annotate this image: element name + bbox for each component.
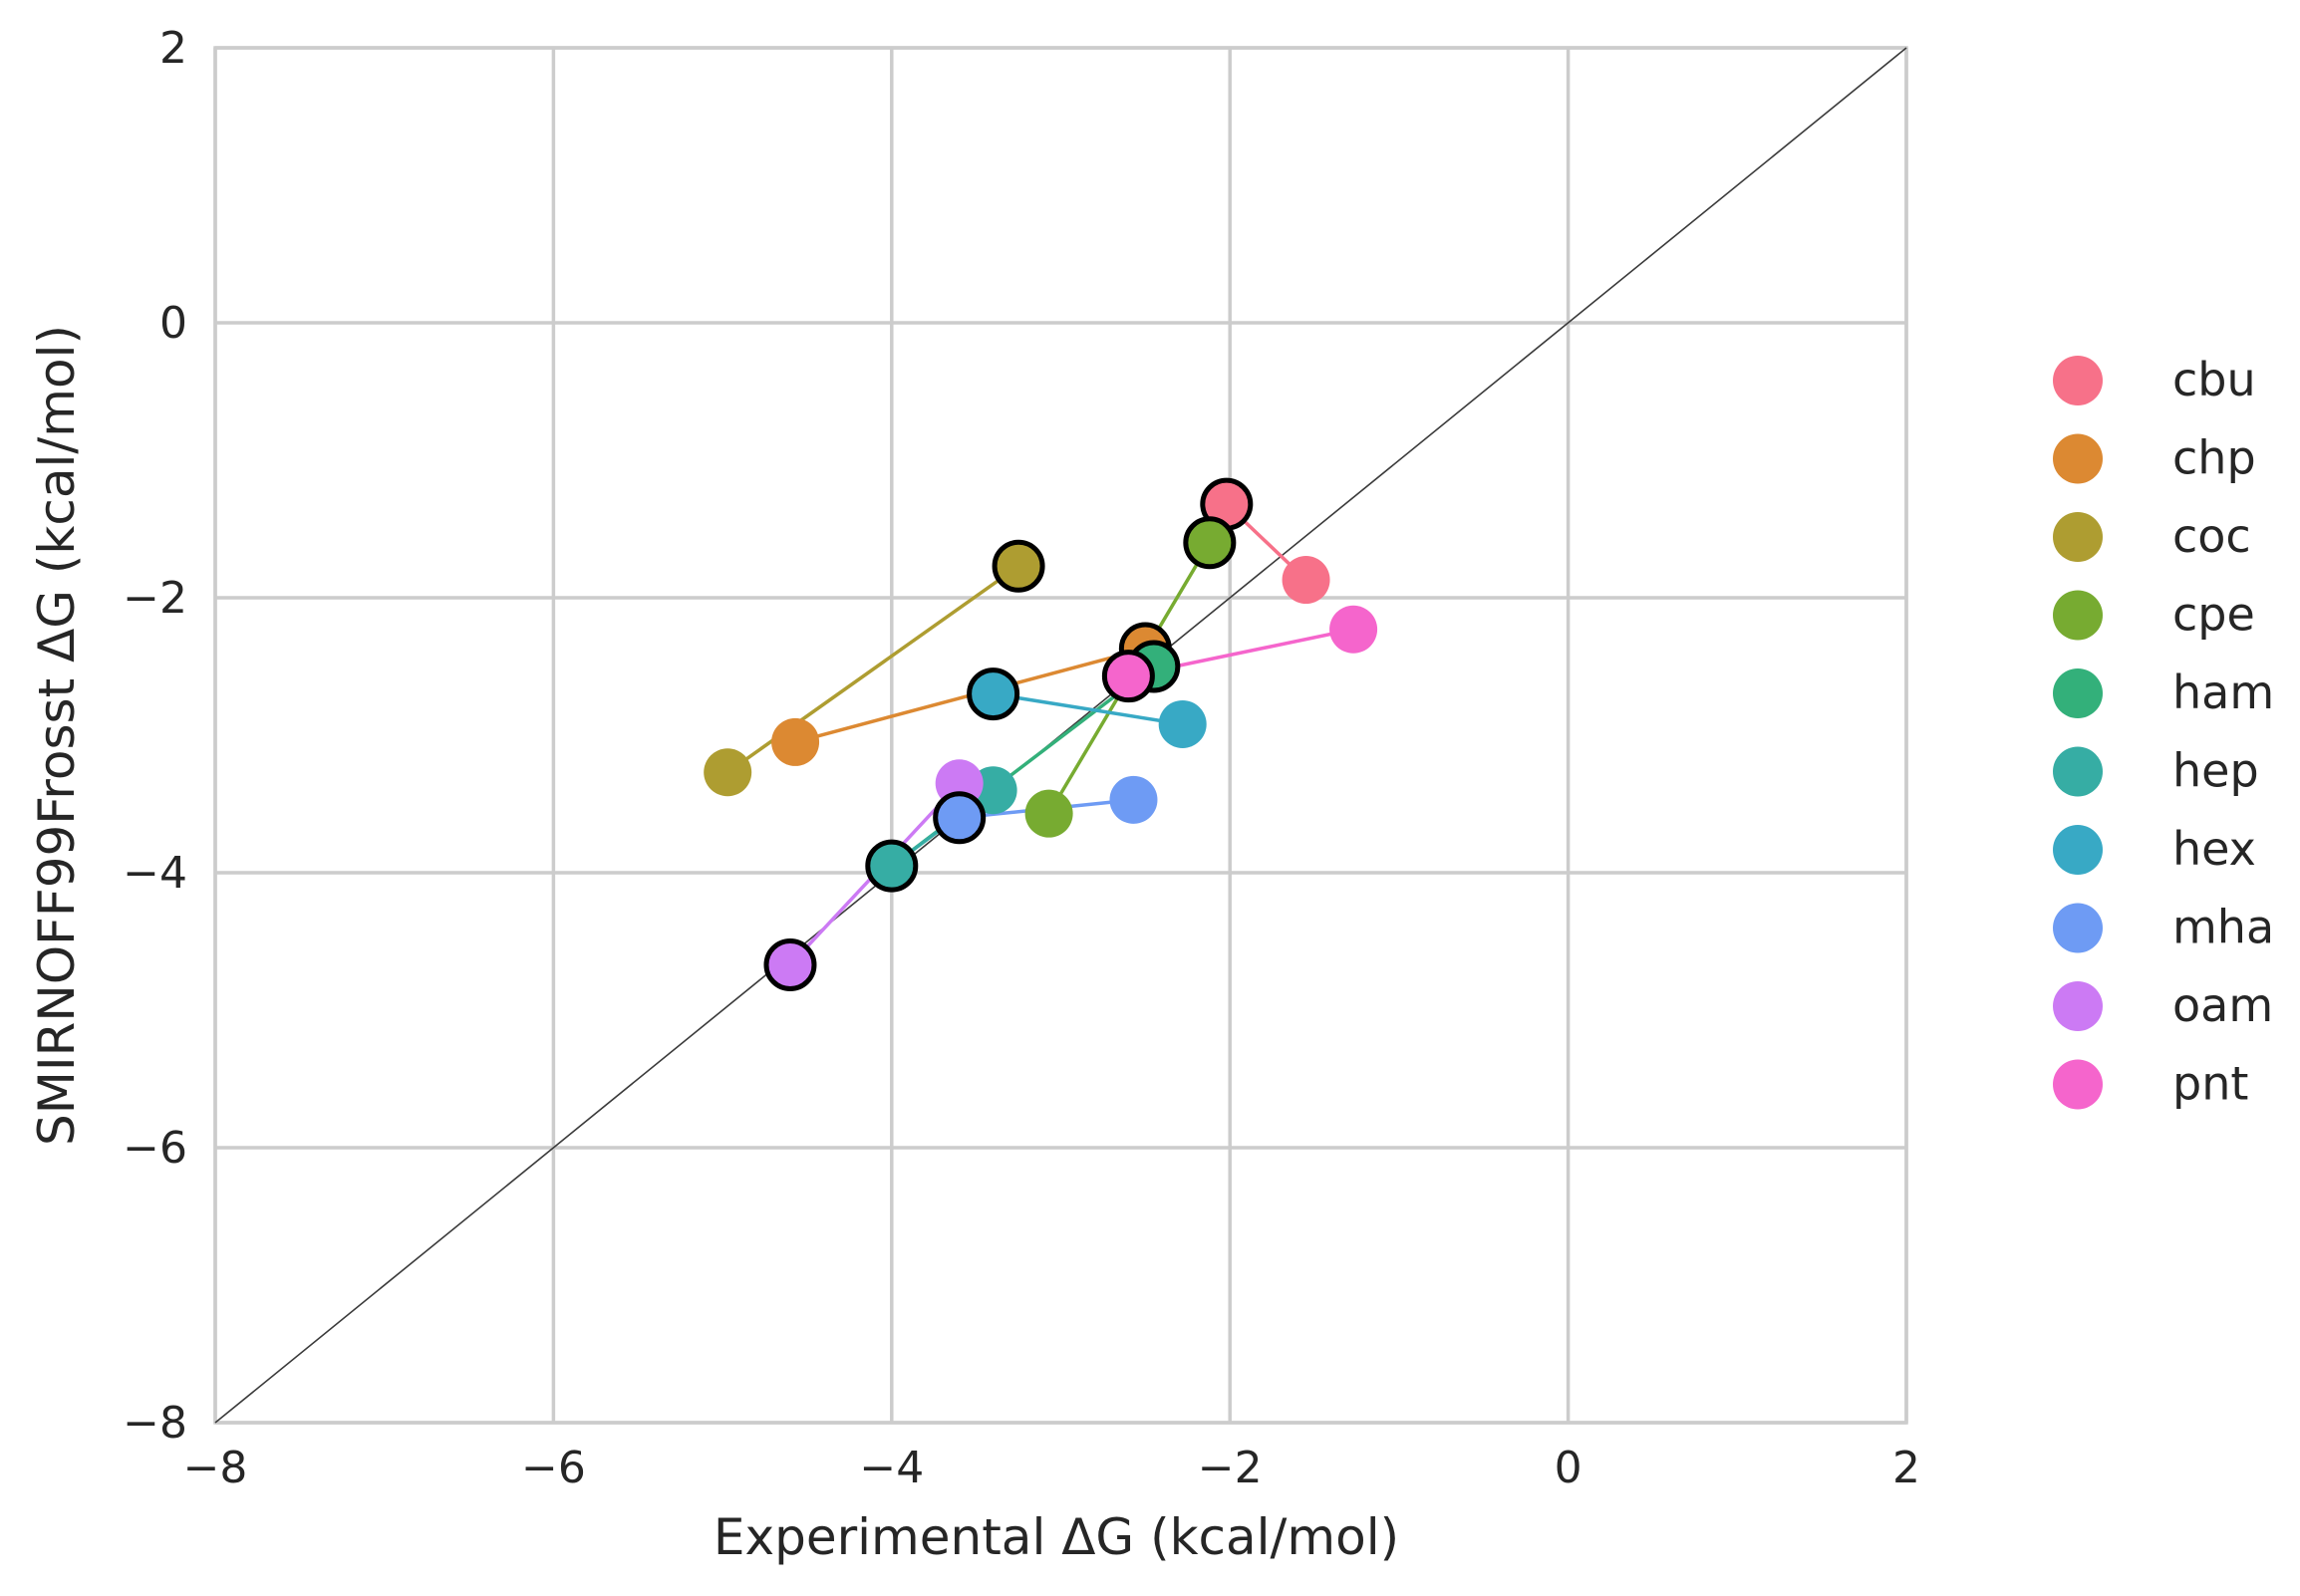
plot-border: [213, 46, 1908, 1425]
hub-point-coc: [992, 539, 1045, 593]
hub-point-oam: [763, 937, 817, 991]
legend-label-cpe: cpe: [2172, 588, 2255, 642]
y-tick-label: −2: [123, 573, 187, 624]
legend-label-pnt: pnt: [2172, 1057, 2248, 1111]
x-tick-label: 0: [1555, 1443, 1582, 1493]
legend-marker-hex: [2053, 825, 2103, 875]
tick-labels: −8 −6 −4 −2 0 2 −8 −6 −4 −2 0 2: [123, 23, 1920, 1493]
hub-point-pnt: [1101, 650, 1155, 703]
legend-label-hex: hex: [2172, 822, 2256, 876]
legend-label-cbu: cbu: [2172, 353, 2256, 406]
legend-marker-chp: [2053, 433, 2103, 484]
legend-marker-cbu: [2053, 356, 2103, 405]
hub-point-hex: [967, 667, 1020, 721]
point-coc: [704, 748, 752, 797]
y-tick-label: 0: [159, 298, 187, 349]
series-link-hex: [993, 691, 1183, 726]
legend-marker-pnt: [2053, 1059, 2103, 1110]
legend-label-oam: oam: [2172, 978, 2273, 1032]
legend-marker-coc: [2053, 512, 2103, 562]
x-tick-label: −2: [1198, 1443, 1263, 1493]
legend-marker-ham: [2053, 668, 2103, 718]
y-tick-label: 2: [159, 23, 187, 74]
y-tick-label: −6: [123, 1123, 187, 1174]
x-tick-label: −4: [859, 1443, 924, 1493]
legend-marker-hep: [2053, 746, 2103, 797]
legend-label-ham: ham: [2172, 665, 2274, 719]
hub-point-mha: [933, 791, 987, 845]
series-layer: [704, 477, 1378, 991]
legend-label-chp: chp: [2172, 431, 2256, 485]
x-tick-label: −8: [183, 1443, 248, 1493]
plot-frame: [213, 46, 1908, 1425]
legend-label-hep: hep: [2172, 744, 2259, 798]
point-hex: [1158, 699, 1207, 748]
legend: cbu chp coc cpe ham hep hex mha oam pnt: [2053, 353, 2274, 1111]
y-tick-label: −4: [123, 848, 187, 899]
x-tick-label: −6: [521, 1443, 586, 1493]
y-tick-label: −8: [123, 1398, 187, 1449]
point-cpe: [1024, 789, 1073, 838]
hub-point-hep: [865, 839, 919, 893]
x-axis-label: Experimental ΔG (kcal/mol): [714, 1508, 1399, 1566]
y-axis-label: SMIRNOFF99Frosst ΔG (kcal/mol): [28, 325, 86, 1146]
point-mha: [1109, 775, 1158, 824]
legend-marker-cpe: [2053, 590, 2103, 641]
point-pnt: [1329, 605, 1378, 654]
x-tick-label: 2: [1892, 1443, 1920, 1493]
legend-label-mha: mha: [2172, 901, 2274, 954]
legend-marker-oam: [2053, 981, 2103, 1031]
legend-label-coc: coc: [2172, 509, 2251, 563]
legend-marker-mha: [2053, 903, 2103, 953]
hub-point-cpe: [1183, 516, 1237, 570]
point-cbu: [1282, 556, 1330, 605]
point-chp: [771, 717, 820, 766]
